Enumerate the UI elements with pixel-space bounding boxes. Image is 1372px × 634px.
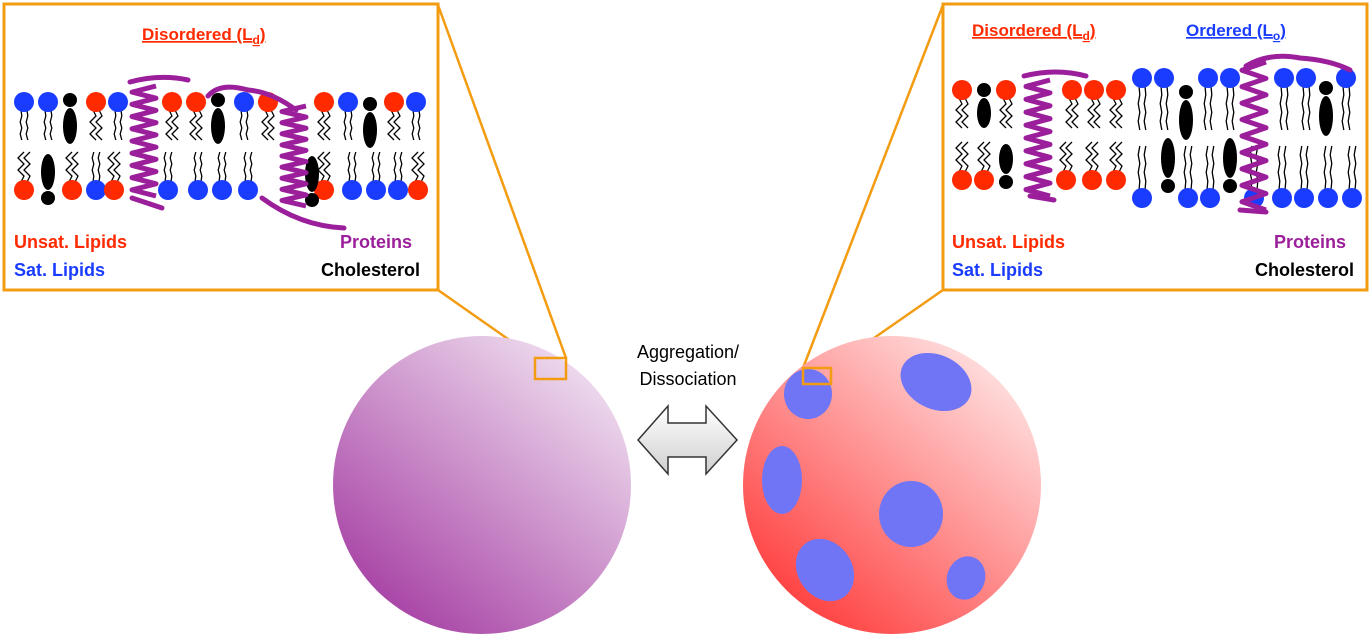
unsaturated-lipid bbox=[62, 151, 82, 200]
saturated-lipid bbox=[188, 151, 208, 200]
saturated-lipid bbox=[1294, 145, 1314, 208]
raft-domain bbox=[946, 556, 986, 600]
cholesterol-molecule bbox=[363, 97, 377, 148]
unsaturated-lipid bbox=[314, 151, 334, 200]
unsaturated-lipid bbox=[996, 80, 1016, 129]
cholesterol-molecule bbox=[41, 154, 55, 205]
raft-domain bbox=[795, 538, 855, 602]
unsaturated-lipid bbox=[1106, 141, 1126, 190]
unsaturated-lipid bbox=[974, 141, 994, 190]
raft-domain bbox=[784, 369, 832, 419]
zoom-lines-left bbox=[436, 4, 568, 360]
saturated-lipid bbox=[1336, 68, 1356, 131]
saturated-lipid bbox=[366, 151, 386, 200]
cholesterol-molecule bbox=[1223, 138, 1237, 193]
raft-domain bbox=[879, 481, 943, 547]
transmembrane-protein bbox=[1237, 53, 1353, 215]
raft-domain bbox=[900, 352, 972, 412]
cholesterol-molecule bbox=[1319, 81, 1333, 136]
saturated-lipid bbox=[342, 151, 362, 200]
saturated-lipid bbox=[1272, 145, 1292, 208]
zoom-lines-right bbox=[801, 4, 945, 370]
saturated-lipid bbox=[1342, 145, 1362, 208]
legend-unsat-lipids: Unsat. Lipids bbox=[14, 232, 127, 252]
panel-title-disordered-right: Disordered (Ld) bbox=[972, 21, 1096, 43]
unsaturated-lipid bbox=[86, 92, 106, 141]
saturated-lipid bbox=[406, 92, 426, 141]
saturated-lipid bbox=[1132, 68, 1152, 131]
cholesterol-molecule bbox=[211, 93, 225, 144]
saturated-lipid bbox=[1132, 145, 1152, 208]
panel-title-disordered: Disordered (Ld) bbox=[142, 25, 266, 47]
unsaturated-lipid bbox=[384, 92, 404, 141]
saturated-lipid bbox=[238, 151, 258, 200]
transmembrane-protein bbox=[205, 84, 347, 231]
saturated-lipid bbox=[86, 151, 106, 200]
zoom-box-right bbox=[801, 366, 833, 386]
ordered-domains bbox=[762, 352, 986, 602]
legend-cholesterol-right: Cholesterol bbox=[1255, 260, 1354, 280]
cholesterol-molecule bbox=[1161, 138, 1175, 193]
legend-unsat-lipids-right: Unsat. Lipids bbox=[952, 232, 1065, 252]
saturated-lipid bbox=[1178, 145, 1198, 208]
saturated-lipid bbox=[38, 92, 58, 141]
unsaturated-lipid bbox=[952, 141, 972, 190]
saturated-lipid bbox=[1200, 145, 1220, 208]
saturated-lipid bbox=[108, 92, 128, 141]
saturated-lipid bbox=[158, 151, 178, 200]
saturated-lipid bbox=[1318, 145, 1338, 208]
legend-sat-lipids: Sat. Lipids bbox=[14, 260, 105, 280]
vesicle-disordered bbox=[333, 336, 631, 634]
unsaturated-lipid bbox=[1082, 141, 1102, 190]
legend-cholesterol: Cholesterol bbox=[321, 260, 420, 280]
cholesterol-molecule bbox=[305, 156, 319, 207]
unsaturated-lipid bbox=[1084, 80, 1104, 129]
double-headed-arrow-icon bbox=[636, 404, 739, 476]
saturated-lipid bbox=[1220, 68, 1240, 131]
saturated-lipid bbox=[1296, 68, 1316, 131]
cholesterol-molecule bbox=[977, 83, 991, 128]
legend-proteins-right: Proteins bbox=[1274, 232, 1346, 252]
membrane-disordered bbox=[14, 74, 428, 231]
transmembrane-protein bbox=[127, 74, 191, 211]
saturated-lipid bbox=[212, 151, 232, 200]
saturated-lipid bbox=[14, 92, 34, 141]
unsaturated-lipid bbox=[952, 80, 972, 129]
inset-panel-phase-separated bbox=[941, 2, 1369, 292]
unsaturated-lipid bbox=[14, 151, 34, 200]
saturated-lipid bbox=[1154, 68, 1174, 131]
unsaturated-lipid bbox=[162, 92, 182, 141]
panel-title-ordered: Ordered (Lo) bbox=[1186, 21, 1286, 43]
unsaturated-lipid bbox=[1106, 80, 1126, 129]
raft-domain bbox=[762, 446, 802, 514]
transmembrane-protein bbox=[1021, 69, 1089, 203]
cholesterol-molecule bbox=[63, 93, 77, 144]
unsaturated-lipid bbox=[1062, 80, 1082, 129]
saturated-lipid bbox=[388, 151, 408, 200]
saturated-lipid bbox=[1198, 68, 1218, 131]
zoom-box-left bbox=[533, 356, 568, 381]
membrane-phase-separated bbox=[952, 53, 1362, 215]
saturated-lipid bbox=[1274, 68, 1294, 131]
saturated-lipid bbox=[338, 92, 358, 141]
saturated-lipid bbox=[234, 92, 254, 141]
unsaturated-lipid bbox=[408, 151, 428, 200]
unsaturated-lipid bbox=[104, 151, 124, 200]
unsaturated-lipid bbox=[186, 92, 206, 141]
arrow-label-line2: Dissociation bbox=[639, 369, 736, 389]
unsaturated-lipid bbox=[1056, 141, 1076, 190]
legend-proteins: Proteins bbox=[340, 232, 412, 252]
arrow-label-line1: Aggregation/ bbox=[637, 342, 739, 362]
cholesterol-molecule bbox=[999, 144, 1013, 189]
cholesterol-molecule bbox=[1179, 85, 1193, 140]
inset-panel-disordered bbox=[2, 2, 440, 292]
unsaturated-lipid bbox=[314, 92, 334, 141]
legend-sat-lipids-right: Sat. Lipids bbox=[952, 260, 1043, 280]
